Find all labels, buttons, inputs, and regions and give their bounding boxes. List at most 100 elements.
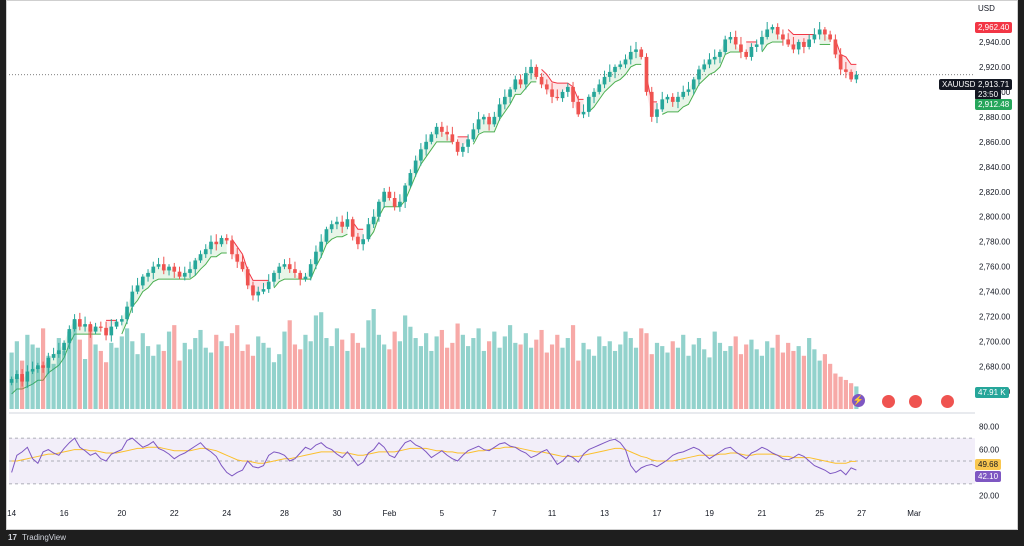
time-tick-label: 13 [600,509,609,518]
volume-bar [93,344,98,409]
volume-bar [119,336,124,409]
grid [9,74,975,414]
price-tick-label: 2,880.00 [979,113,1011,122]
volume-bar [361,347,366,409]
volume-bar [696,338,702,409]
candle-body [88,324,93,332]
us-flag-event-icon[interactable] [881,394,896,409]
volume-bar [471,338,476,409]
candle-body [586,96,591,112]
supertrend-down-fill [106,320,117,336]
volume-bar [586,349,591,409]
volume-bar [271,362,277,409]
rsi-tick-label: 80.00 [979,423,1000,432]
candle-body [41,365,45,368]
candle-body [209,241,213,250]
volume-bar [497,347,502,409]
candle-body [188,269,192,273]
price-tick-label: 2,800.00 [979,213,1011,222]
candle-body [303,276,308,280]
candle-body [597,84,602,92]
us-flag-event-icon[interactable] [940,394,955,409]
candle-body [644,56,649,92]
volume-bar [109,342,114,409]
candle-body [728,36,733,40]
volume-bar [208,352,214,409]
candle-body [828,34,832,40]
time-tick-label: 11 [548,509,557,518]
volume-bar [371,309,376,409]
rsi-ma-tag: 49.68 [975,459,1002,470]
volume-bar [796,346,801,409]
candle-body [377,201,381,217]
candle-body [686,89,691,92]
candlestick-chart[interactable]: 2,940.002,920.002,900.002,880.002,860.00… [7,1,1018,530]
candle-body [93,326,98,332]
volume-bar [675,347,681,409]
candle-body [261,289,266,292]
volume-bar [30,344,35,409]
candle-body [98,326,103,328]
candle-body [765,29,770,37]
candle-body [51,354,56,358]
volume-bar [382,344,387,409]
candle-body [854,74,859,80]
candle-body [565,86,570,92]
candle-body [539,76,544,85]
candle-body [298,272,303,280]
price-tick-label: 2,860.00 [979,138,1011,147]
volume-bar [408,326,413,409]
candle-body [408,173,413,186]
volume-bar [429,350,434,409]
time-tick-label: 30 [332,509,341,518]
supertrend-up-line [121,252,227,335]
volume-bar [602,346,607,409]
candle-body [20,374,24,382]
candle-body [36,365,40,370]
candle-body [502,96,507,105]
volume-bar [597,336,602,409]
time-tick-label: 21 [757,509,766,518]
candle-body [224,237,229,241]
lightning-event-icon[interactable]: ⚡ [852,394,865,407]
volume-bar [576,360,581,409]
volume-bar [754,349,759,409]
volume-bar [413,338,418,409]
volume-bars [9,309,859,409]
candle-body [482,116,486,120]
chart-panel[interactable]: 2,940.002,920.002,900.002,880.002,860.00… [6,0,1018,530]
volume-bar [308,341,313,409]
volume-bar [786,342,791,409]
candle-body [398,201,402,207]
candle-body [245,269,250,286]
candle-body [9,379,14,383]
countdown-tag: 23:50 [975,89,1002,100]
candle-body [618,64,623,67]
supertrend-down-line [787,29,815,35]
candle-body [613,66,617,72]
rsi-pane [9,437,975,485]
candle-body [146,272,150,277]
candle-body [649,91,654,117]
us-flag-event-icon[interactable] [908,394,923,409]
volume-bar [334,328,340,409]
supertrend-down-line [231,238,269,281]
candle-body [461,146,465,152]
volume-bar [681,334,686,409]
volume-bar [691,344,696,409]
candle-body [235,254,240,262]
volume-bar [313,315,319,409]
candle-body [62,342,66,351]
volume-bar [72,320,77,409]
candle-body [15,374,19,380]
candle-body [287,264,292,270]
volume-bar [124,328,130,409]
volume-bar [387,349,392,409]
candle-body [440,126,444,132]
time-tick-label: 22 [170,509,179,518]
volume-tag: 47.91 K [975,387,1009,398]
volume-bar [161,350,166,409]
candle-body [240,261,245,270]
candle-body [807,39,811,47]
candle-body [639,49,644,57]
